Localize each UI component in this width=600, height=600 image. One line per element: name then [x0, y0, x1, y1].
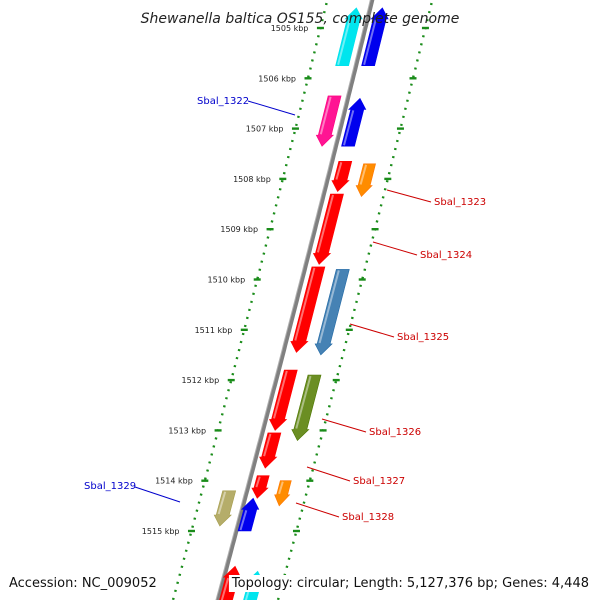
gene-cyan-top	[335, 7, 363, 66]
rings-layer	[171, 0, 434, 600]
gene-olive-1326	[291, 374, 322, 441]
gene-red-1325-highlight	[294, 267, 316, 341]
gene-orange-1323-body	[355, 163, 376, 198]
genome-backbone	[215, 0, 375, 600]
gene-orange-1328-highlight	[278, 481, 284, 495]
gene-label-leader	[372, 241, 418, 256]
gene-khaki-1329-highlight	[217, 491, 227, 515]
gene-red-1324	[312, 193, 344, 265]
gene-blue-top-highlight	[363, 19, 377, 65]
gene-label[interactable]: Sbal_1326	[369, 427, 421, 438]
tick-label: 1514 kbp	[155, 477, 193, 486]
tick-label: 1507 kbp	[246, 125, 284, 134]
genes-layer	[213, 7, 389, 600]
gene-blue-1322-highlight	[343, 110, 355, 146]
accession-text: Accession: NC_009052	[9, 576, 157, 591]
gene-label-leader	[306, 466, 351, 482]
gene-red-1323a-body	[331, 161, 353, 192]
outer-dotted-ring	[276, 0, 434, 600]
gene-label-leader	[247, 100, 296, 116]
gene-label-leader	[321, 418, 367, 433]
gene-red-1326-highlight	[273, 370, 288, 419]
gene-label-leader	[386, 189, 432, 203]
gene-khaki-1329-body	[213, 490, 237, 527]
gene-red-1325-body	[290, 266, 326, 353]
gene-blue-1329	[237, 497, 260, 532]
gene-red-1326-body	[269, 369, 298, 431]
tick-label: 1505 kbp	[271, 24, 309, 33]
gene-magenta	[315, 95, 342, 147]
genome-backbone-shade	[215, 0, 371, 600]
tick-label: 1508 kbp	[233, 175, 271, 184]
tick-label: 1511 kbp	[195, 326, 233, 335]
gene-blue-1322	[341, 97, 367, 147]
gene-red-1327-body	[259, 432, 282, 469]
ticks-layer: 1505 kbp 1506 kbp 1507 kbp 1508 kbp 1509 kbp…	[142, 24, 429, 536]
tick-label: 1512 kbp	[181, 376, 219, 385]
gene-orange-1323-highlight	[359, 164, 368, 185]
gene-red-1324-body	[312, 193, 344, 265]
gene-label-leader	[295, 502, 340, 518]
tick-label: 1515 kbp	[142, 527, 180, 536]
gene-cyan-top-highlight	[337, 19, 351, 65]
gene-label-leader	[134, 486, 181, 503]
genome-info-text: Topology: circular; Length: 5,127,376 bp…	[231, 576, 589, 591]
tick-label: 1509 kbp	[220, 225, 258, 234]
gene-magenta-highlight	[319, 96, 332, 135]
gene-red-1325	[290, 266, 326, 353]
tick-label: 1513 kbp	[168, 426, 206, 435]
gene-steelblue-1325	[314, 269, 350, 356]
gene-red-1327	[259, 432, 282, 469]
gene-label[interactable]: Sbal_1324	[420, 250, 472, 261]
gene-red-1328-body	[251, 475, 270, 499]
gene-khaki-1329	[213, 490, 237, 527]
gene-orange-1328	[274, 480, 292, 507]
gene-red-1326	[269, 369, 298, 431]
footer-backdrop	[7, 575, 159, 592]
gene-olive-1326-body	[291, 374, 322, 441]
map-title: Shewanella baltica OS155, complete genom…	[141, 11, 460, 27]
gene-blue-top	[361, 7, 389, 66]
gene-label[interactable]: Sbal_1325	[397, 332, 449, 343]
gene-olive-1326-highlight	[295, 375, 312, 429]
gene-red-1323a	[331, 161, 353, 192]
gene-orange-1323	[355, 163, 376, 198]
gene-label[interactable]: Sbal_1328	[342, 512, 394, 523]
gene-red-1327-highlight	[263, 433, 272, 457]
gene-red-1328	[251, 475, 270, 499]
tick-label: 1510 kbp	[207, 276, 245, 285]
gene-steelblue-1325-highlight	[318, 270, 340, 344]
gene-red-1323a-highlight	[335, 162, 343, 180]
gene-blue-1329-highlight	[239, 510, 248, 531]
inner-dotted-ring	[171, 0, 329, 600]
gene-red-1328-highlight	[255, 476, 261, 488]
gene-red-1324-highlight	[316, 194, 334, 253]
gene-magenta-body	[315, 95, 342, 147]
tick-label: 1506 kbp	[258, 74, 296, 83]
gene-label[interactable]: Sbal_1322	[197, 96, 249, 107]
gene-orange-1328-body	[274, 480, 292, 507]
gene-label[interactable]: Sbal_1323	[434, 197, 486, 208]
gene-label[interactable]: Sbal_1329	[84, 481, 136, 492]
gene-red-bottom-highlight	[220, 577, 230, 600]
footer-backdrop	[228, 575, 591, 592]
gene-steelblue-1325-body	[314, 269, 350, 356]
gene-label-leader	[349, 323, 395, 338]
labels-layer: Sbal_1322 Sbal_1323 Sbal_1324 Sbal_1325 Sbal…	[84, 96, 486, 523]
gene-label[interactable]: Sbal_1327	[353, 476, 405, 487]
